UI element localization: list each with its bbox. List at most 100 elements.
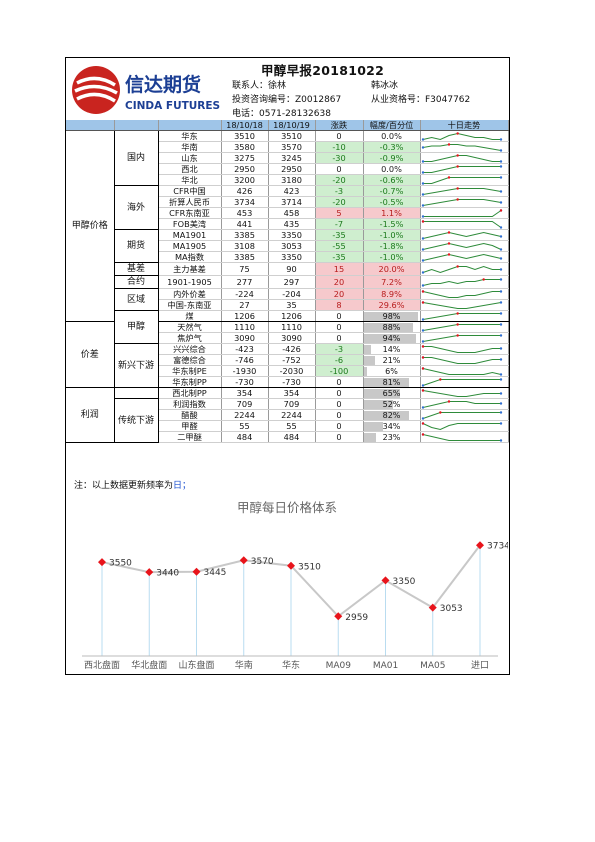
value-day2: 90 <box>268 262 316 276</box>
sparkline-path <box>422 143 501 151</box>
table-row: 华东制PP -730 -730 0 81% <box>66 376 509 388</box>
change-value: 20 <box>315 288 364 300</box>
trend-sparkline <box>421 197 502 207</box>
trend-sparkline <box>421 366 502 376</box>
percent-cell: 20.0% <box>363 262 421 276</box>
category-label: 传统下游 <box>114 398 159 443</box>
trend-cell <box>420 365 509 377</box>
item-name: 富德综合 <box>158 354 222 366</box>
percentile-text: 98% <box>382 311 401 321</box>
column-header-2 <box>158 120 222 131</box>
sparkline-max-point <box>421 432 424 436</box>
percentile-text: 23% <box>382 432 401 442</box>
table-row: 新兴下游 兴兴综合 -423 -426 -3 14% <box>66 343 509 388</box>
sparkline-point <box>499 247 502 251</box>
trend-sparkline <box>421 219 502 229</box>
value-day2: 423 <box>268 185 316 197</box>
sparkline-point <box>421 170 424 174</box>
item-name: CFR中国 <box>158 185 222 197</box>
sparkline-max-point <box>438 410 442 414</box>
value-day1: 3385 <box>221 251 269 263</box>
sparkline-point <box>421 317 424 321</box>
percentile-text: 21% <box>382 355 401 365</box>
data-point-marker <box>192 567 201 576</box>
sparkline-path <box>422 411 501 419</box>
trend-sparkline <box>421 388 502 397</box>
change-value: 8 <box>315 299 364 311</box>
trend-sparkline <box>421 377 502 387</box>
percentile-bar <box>363 421 383 431</box>
column-header-0 <box>66 120 115 131</box>
sparkline-point <box>499 289 502 293</box>
data-point-marker <box>334 612 343 621</box>
value-day2: 484 <box>268 431 316 443</box>
percent-cell: 0.0% <box>363 130 421 142</box>
sparkline-max-point <box>455 164 459 168</box>
category-label: 华北盘面 <box>131 659 167 671</box>
item-name: 西北制PP <box>158 387 222 399</box>
trend-cell <box>420 354 509 366</box>
table-row: 华南 3580 3570 -10 -0.3% <box>66 141 509 153</box>
value-day2: -752 <box>268 354 316 366</box>
data-label: 3734 <box>487 542 508 552</box>
value-day2: 35 <box>268 299 316 311</box>
percent-cell: 29.6% <box>363 299 421 311</box>
sparkline-path <box>422 389 501 397</box>
sparkline-point <box>499 225 502 229</box>
change-value: 5 <box>315 207 364 219</box>
value-day2: 458 <box>268 207 316 219</box>
sparkline-path <box>422 253 501 261</box>
sparkline-point <box>499 346 502 350</box>
value-day1: -1930 <box>221 365 269 377</box>
category-label: 基差 <box>114 262 159 276</box>
sparkline-point <box>499 175 502 179</box>
value-day1: 3090 <box>221 332 269 344</box>
update-note: 注：以上数据更新频率为日； <box>74 478 191 491</box>
data-point-marker <box>287 561 295 570</box>
sparkline-point <box>421 192 424 196</box>
percentile-bar <box>363 432 377 442</box>
value-day2: -426 <box>268 343 316 355</box>
value-day1: 277 <box>221 275 269 289</box>
change-value: 0 <box>315 409 364 421</box>
percentile-bar <box>363 322 413 332</box>
sparkline-max-point <box>455 131 459 135</box>
value-day2: 3245 <box>268 152 316 164</box>
sparkline-path <box>422 400 501 408</box>
trend-cell <box>420 409 509 421</box>
value-day1: 27 <box>221 299 269 311</box>
value-day1: 55 <box>221 420 269 432</box>
sparkline-point <box>499 333 502 337</box>
percent-cell: 0.0% <box>363 163 421 175</box>
data-label: 3570 <box>251 557 274 567</box>
table-row: 中国-东南亚 27 35 8 29.6% <box>66 299 509 311</box>
value-day1: 709 <box>221 398 269 410</box>
sparkline-point <box>499 277 502 281</box>
sparkline-max-point <box>447 175 450 179</box>
price-table: 18/10/18 18/10/19 涨跌 幅度/百分位 十日走势 甲醇价格 国内 华东 351… <box>66 120 509 443</box>
change-value: 20 <box>315 275 364 289</box>
value-day1: 75 <box>221 262 269 276</box>
data-point-marker <box>428 603 437 612</box>
sparkline-path <box>422 334 501 342</box>
percent-cell: 98% <box>363 310 421 322</box>
table-row: 利润 西北制PP 354 354 0 65% <box>66 387 509 443</box>
category-label: MA01 <box>373 661 398 671</box>
sparkline-point <box>499 438 502 442</box>
value-day1: 3734 <box>221 196 269 208</box>
column-header-3: 18/10/18 <box>221 120 269 131</box>
trend-sparkline <box>421 300 502 309</box>
sparkline-point <box>499 189 502 193</box>
trend-sparkline <box>421 175 502 185</box>
sparkline-point <box>421 159 424 163</box>
value-day2: 1206 <box>268 310 316 322</box>
value-day2: 3570 <box>268 141 316 153</box>
trend-sparkline <box>421 355 502 364</box>
item-name: 醋酸 <box>158 409 222 421</box>
sparkline-max-point <box>421 421 424 425</box>
percentile-text: 82% <box>382 410 401 420</box>
sparkline-path <box>422 154 501 162</box>
sparkline-max-point <box>447 142 450 146</box>
daily-price-chart: 甲醇每日价格体系 3550 西北盘面 3440 华北盘面 3445 山东盘面 3570 华南 35… <box>82 500 508 671</box>
sparkline-point <box>421 181 424 185</box>
